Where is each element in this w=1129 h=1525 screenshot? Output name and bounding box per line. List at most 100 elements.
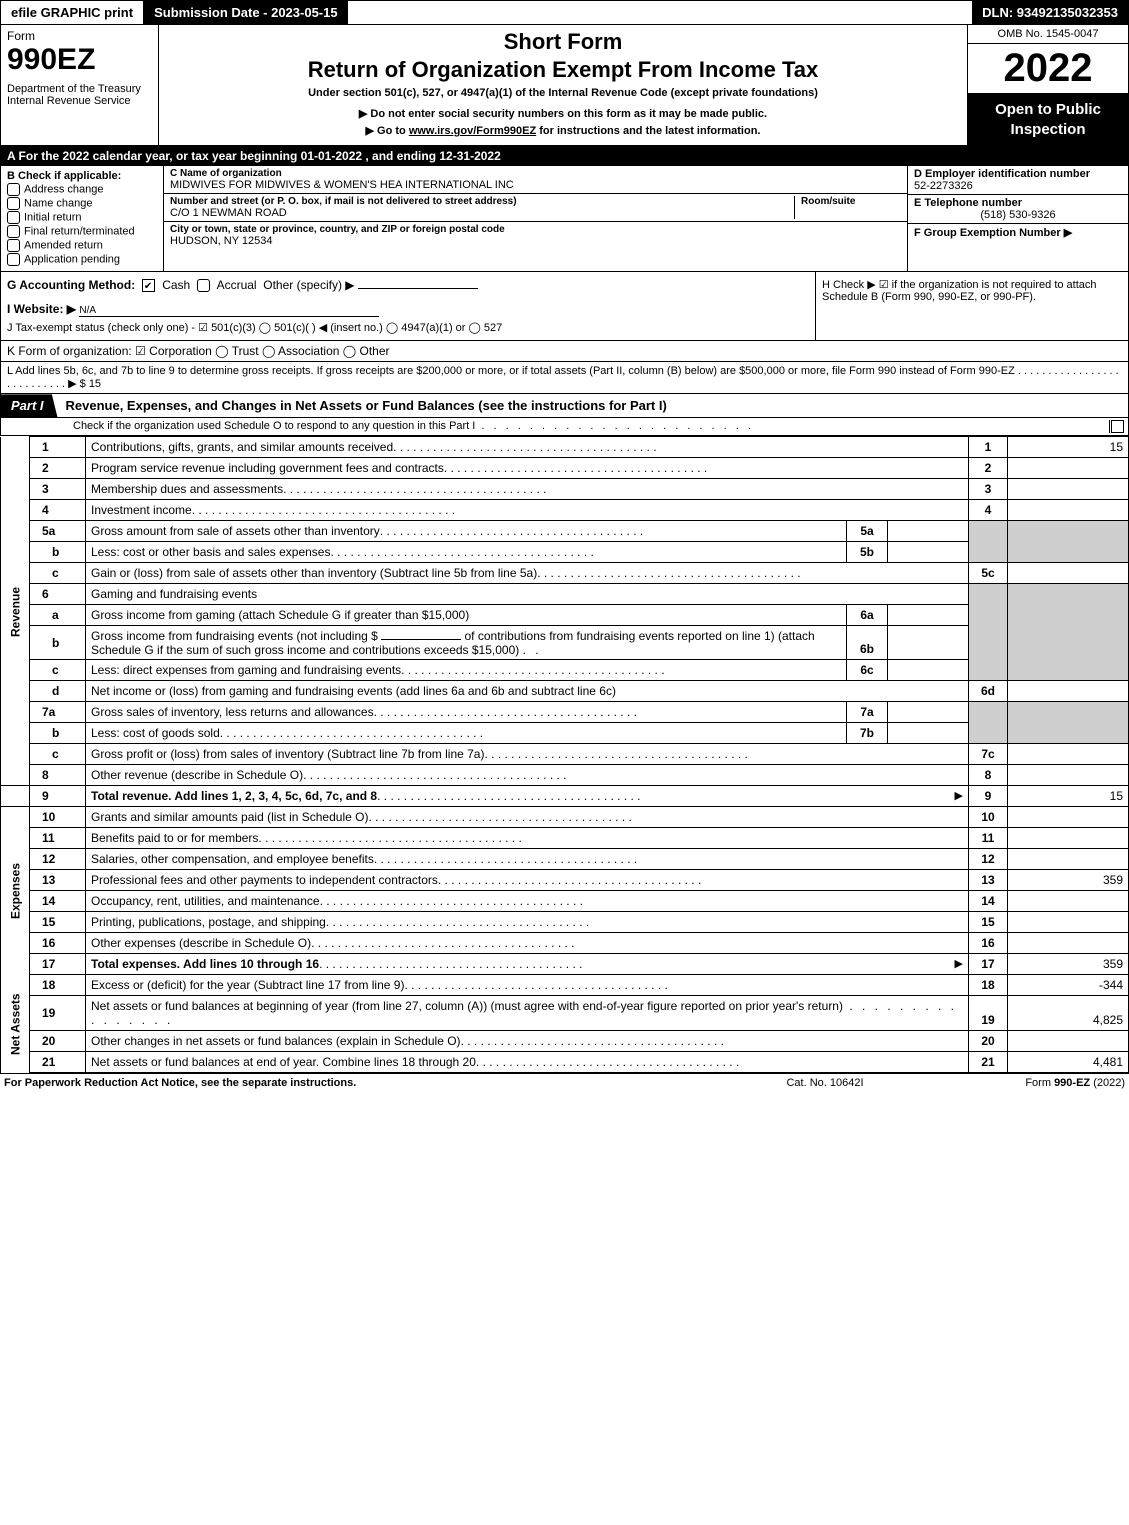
line-l: L Add lines 5b, 6c, and 7b to line 9 to … [0, 362, 1129, 394]
line-g: G Accounting Method: Cash Accrual Other … [1, 272, 815, 340]
entity-block: B Check if applicable: Address change Na… [0, 166, 1129, 272]
note-2: ▶ Go to www.irs.gov/Form990EZ for instru… [167, 124, 959, 137]
chk-cash[interactable] [142, 279, 155, 292]
submission-date-button[interactable]: Submission Date - 2023-05-15 [144, 1, 349, 24]
row-7a: 7a Gross sales of inventory, less return… [1, 702, 1129, 723]
chk-schedule-o[interactable] [1111, 420, 1124, 433]
row-14: 14 Occupancy, rent, utilities, and maint… [1, 891, 1129, 912]
line-g-label: G Accounting Method: [7, 278, 135, 292]
row-7c: c Gross profit or (loss) from sales of i… [1, 744, 1129, 765]
row-7b: b Less: cost of goods sold 7b [1, 723, 1129, 744]
footer-left: For Paperwork Reduction Act Notice, see … [4, 1077, 725, 1089]
footer-right: Form 990-EZ (2022) [925, 1077, 1125, 1089]
row-9: 9 Total revenue. Add lines 1, 2, 3, 4, 5… [1, 786, 1129, 807]
row-5b: b Less: cost or other basis and sales ex… [1, 542, 1129, 563]
lines-g-h: G Accounting Method: Cash Accrual Other … [0, 272, 1129, 341]
street-value: C/O 1 NEWMAN ROAD [170, 207, 794, 219]
val-4 [1008, 500, 1129, 521]
chk-accrual[interactable] [197, 279, 210, 292]
row-5c: c Gain or (loss) from sale of assets oth… [1, 563, 1129, 584]
val-14 [1008, 891, 1129, 912]
val-9: 15 [1008, 786, 1129, 807]
val-19: 4,825 [1008, 996, 1129, 1031]
chk-name-change[interactable]: Name change [7, 197, 157, 210]
tax-year: 2022 [968, 44, 1128, 94]
efile-button[interactable]: efile GRAPHIC print [1, 1, 144, 24]
short-form-title: Short Form [167, 29, 959, 55]
group-exemption-label: F Group Exemption Number ▶ [914, 227, 1072, 239]
row-6c: c Less: direct expenses from gaming and … [1, 660, 1129, 681]
row-18: Net Assets 18 Excess or (deficit) for th… [1, 975, 1129, 996]
row-3: 3 Membership dues and assessments 3 [1, 479, 1129, 500]
dln-label: DLN: 93492135032353 [972, 1, 1128, 24]
val-17: 359 [1008, 954, 1129, 975]
open-to-public: Open to Public Inspection [968, 94, 1128, 145]
chk-amended-return[interactable]: Amended return [7, 239, 157, 252]
chk-final-return[interactable]: Final return/terminated [7, 225, 157, 238]
row-5a: 5a Gross amount from sale of assets othe… [1, 521, 1129, 542]
ein-label: D Employer identification number [914, 168, 1122, 180]
topbar: efile GRAPHIC print Submission Date - 20… [0, 0, 1129, 25]
footer-mid: Cat. No. 10642I [725, 1077, 925, 1089]
form-header: Form 990EZ Department of the Treasury In… [0, 25, 1129, 147]
page-footer: For Paperwork Reduction Act Notice, see … [0, 1073, 1129, 1092]
note-1: ▶ Do not enter social security numbers o… [167, 107, 959, 120]
city-label: City or town, state or province, country… [170, 224, 901, 235]
val-6d [1008, 681, 1129, 702]
other-specify-input[interactable] [358, 288, 478, 289]
row-17: 17 Total expenses. Add lines 10 through … [1, 954, 1129, 975]
val-21: 4,481 [1008, 1052, 1129, 1073]
topbar-spacer [349, 1, 973, 24]
chk-initial-return[interactable]: Initial return [7, 211, 157, 224]
val-13: 359 [1008, 870, 1129, 891]
line-a: A For the 2022 calendar year, or tax yea… [0, 147, 1129, 166]
part-1-grid: Revenue 1 Contributions, gifts, grants, … [0, 436, 1129, 1073]
line-h: H Check ▶ ☑ if the organization is not r… [815, 272, 1128, 340]
val-2 [1008, 458, 1129, 479]
val-8 [1008, 765, 1129, 786]
side-expenses: Expenses [1, 807, 30, 975]
phone-label: E Telephone number [914, 197, 1122, 209]
org-name: MIDWIVES FOR MIDWIVES & WOMEN'S HEA INTE… [170, 179, 901, 191]
val-5c [1008, 563, 1129, 584]
row-6: 6 Gaming and fundraising events [1, 584, 1129, 605]
row-19: 19 Net assets or fund balances at beginn… [1, 996, 1129, 1031]
val-1: 15 [1008, 437, 1129, 458]
part-1-title: Revenue, Expenses, and Changes in Net As… [58, 394, 675, 417]
row-16: 16 Other expenses (describe in Schedule … [1, 933, 1129, 954]
val-12 [1008, 849, 1129, 870]
phone-value: (518) 530-9326 [914, 209, 1122, 221]
website-value: N/A [79, 305, 379, 317]
section-b: B Check if applicable: Address change Na… [1, 166, 164, 271]
val-3 [1008, 479, 1129, 500]
row-21: 21 Net assets or fund balances at end of… [1, 1052, 1129, 1073]
header-left: Form 990EZ Department of the Treasury In… [1, 25, 159, 145]
val-10 [1008, 807, 1129, 828]
val-20 [1008, 1031, 1129, 1052]
section-c: C Name of organization MIDWIVES FOR MIDW… [164, 166, 907, 271]
street-label: Number and street (or P. O. box, if mail… [170, 196, 794, 207]
row-13: 13 Professional fees and other payments … [1, 870, 1129, 891]
chk-address-change[interactable]: Address change [7, 183, 157, 196]
row-2: 2 Program service revenue including gove… [1, 458, 1129, 479]
row-12: 12 Salaries, other compensation, and emp… [1, 849, 1129, 870]
form-number: 990EZ [7, 43, 152, 77]
room-label: Room/suite [801, 196, 901, 207]
val-11 [1008, 828, 1129, 849]
form-word: Form [7, 29, 152, 43]
row-11: 11 Benefits paid to or for members 11 [1, 828, 1129, 849]
row-6d: d Net income or (loss) from gaming and f… [1, 681, 1129, 702]
part-1-tab: Part I [1, 394, 58, 417]
chk-application-pending[interactable]: Application pending [7, 253, 157, 266]
row-20: 20 Other changes in net assets or fund b… [1, 1031, 1129, 1052]
subtitle: Under section 501(c), 527, or 4947(a)(1)… [167, 87, 959, 99]
org-name-label: C Name of organization [170, 168, 901, 179]
omb-number: OMB No. 1545-0047 [968, 25, 1128, 44]
val-18: -344 [1008, 975, 1129, 996]
line-i-label: I Website: ▶ [7, 302, 76, 316]
part-1-sub: Check if the organization used Schedule … [0, 418, 1129, 436]
ein-value: 52-2273326 [914, 180, 1122, 192]
row-8: 8 Other revenue (describe in Schedule O)… [1, 765, 1129, 786]
row-1: Revenue 1 Contributions, gifts, grants, … [1, 437, 1129, 458]
val-15 [1008, 912, 1129, 933]
